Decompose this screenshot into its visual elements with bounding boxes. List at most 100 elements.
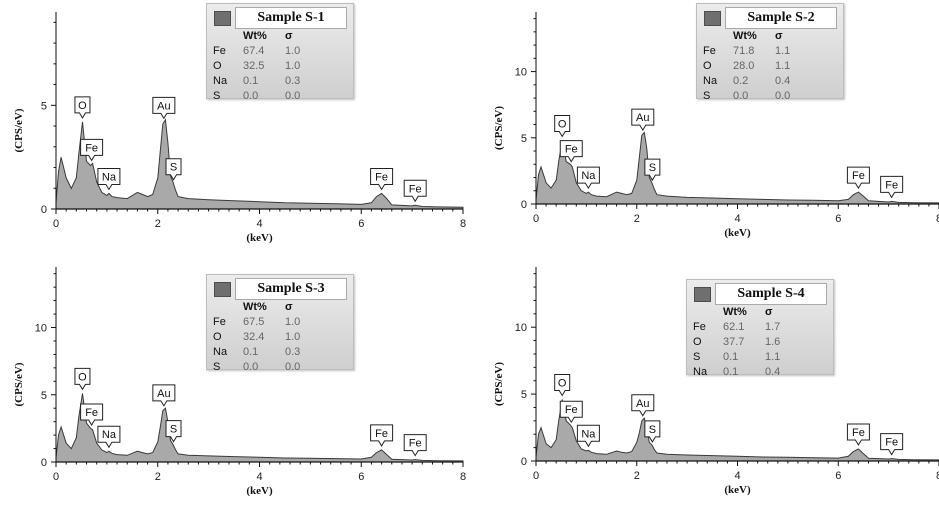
wt-cell: 32.4	[243, 331, 265, 343]
peak-label-fe: Fe	[370, 424, 394, 447]
peak-label-s: S	[644, 158, 661, 182]
composition-header-row: Wt% σ	[213, 29, 315, 44]
legend-swatch	[704, 11, 721, 26]
header-blank	[213, 29, 243, 44]
x-tick-label: 6	[835, 470, 841, 482]
composition-table: Wt% σ Fe 71.8 1.1 O 28.0 1.1 Na 0.2 0.4 S 0.0 0.0	[703, 29, 805, 104]
composition-row: Fe 71.8 1.1	[703, 44, 805, 59]
wt-cell: 37.7	[723, 336, 745, 348]
header-wt: Wt%	[723, 306, 747, 318]
y-axis-title: (CPS/eV)	[493, 106, 505, 150]
legend-swatch	[214, 282, 231, 297]
composition-header-row: Wt% σ	[703, 29, 805, 44]
sigma-cell: 0.0	[285, 361, 301, 373]
composition-legend: Sample S-2 Wt% σ Fe 71.8 1.1 O 28.0 1.1 Na 0.2 0.4 S…	[696, 3, 844, 102]
composition-header-row: Wt% σ	[693, 305, 795, 320]
y-axis-title: (CPS/eV)	[493, 362, 505, 406]
x-axis-title: (keV)	[724, 484, 751, 496]
peak-label-s: S	[165, 158, 182, 181]
svg-text:Au: Au	[157, 100, 170, 112]
svg-text:Fe: Fe	[885, 179, 898, 191]
svg-text:Au: Au	[157, 388, 170, 400]
x-tick-label: 2	[155, 218, 161, 230]
svg-text:S: S	[649, 424, 656, 436]
x-axis-title: (keV)	[724, 227, 751, 239]
sigma-cell: 1.6	[765, 336, 781, 348]
composition-row: Fe 67.5 1.0	[213, 315, 315, 330]
wt-cell: 67.4	[243, 45, 265, 57]
element-cell: Fe	[213, 316, 226, 328]
sigma-cell: 1.0	[285, 45, 301, 57]
svg-text:S: S	[170, 162, 177, 174]
svg-text:Na: Na	[102, 429, 117, 441]
sigma-cell: 1.0	[285, 316, 301, 328]
peak-label-au: Au	[631, 394, 655, 417]
element-cell: Na	[213, 75, 228, 87]
x-axis-title: (keV)	[246, 485, 273, 497]
element-cell: Na	[213, 346, 228, 358]
element-cell: O	[703, 60, 712, 72]
peak-label-o: O	[554, 114, 571, 138]
element-cell: S	[213, 90, 221, 102]
x-tick-label: 6	[358, 471, 364, 483]
composition-row: Na 0.1 0.4	[693, 365, 795, 380]
svg-text:Fe: Fe	[85, 142, 98, 154]
svg-text:Fe: Fe	[885, 437, 898, 449]
composition-row: Na 0.2 0.4	[703, 74, 805, 89]
peak-label-au: Au	[631, 108, 655, 132]
x-tick-label: 8	[460, 218, 466, 230]
wt-cell: 71.8	[733, 45, 755, 57]
x-tick-label: 6	[358, 218, 364, 230]
sigma-cell: 1.1	[775, 60, 791, 72]
x-tick-label: 8	[936, 213, 939, 225]
peak-label-s: S	[644, 420, 661, 443]
element-cell: Na	[703, 75, 718, 87]
composition-row: O 32.4 1.0	[213, 330, 315, 345]
header-wt: Wt%	[243, 301, 267, 313]
peak-label-fe: Fe	[880, 433, 904, 456]
sigma-cell: 1.1	[775, 45, 791, 57]
element-cell: Na	[693, 366, 708, 378]
wt-cell: 0.1	[243, 346, 259, 358]
composition-row: O 32.5 1.0	[213, 59, 315, 74]
svg-text:Fe: Fe	[85, 407, 98, 419]
wt-cell: 0.0	[733, 90, 749, 102]
element-cell: Fe	[693, 321, 706, 333]
composition-row: S 0.0 0.0	[703, 89, 805, 104]
sigma-cell: 0.3	[285, 75, 301, 87]
element-cell: Fe	[213, 45, 226, 57]
element-cell: O	[213, 331, 222, 343]
legend-sample-title: Sample S-4	[715, 283, 827, 305]
peak-label-fe: Fe	[846, 166, 870, 190]
wt-cell: 28.0	[733, 60, 755, 72]
y-tick-label: 10	[515, 322, 527, 334]
sigma-cell: 1.0	[285, 331, 301, 343]
peak-label-fe: Fe	[403, 434, 427, 457]
spectrum-panel-4: 024680510(keV)(CPS/eV)OFeNaAuSFeFeSample…	[470, 255, 939, 511]
x-tick-label: 8	[460, 471, 466, 483]
svg-text:Na: Na	[581, 170, 596, 182]
composition-row: Fe 62.1 1.7	[693, 320, 795, 335]
svg-text:Au: Au	[636, 398, 649, 410]
composition-legend: Sample S-1 Wt% σ Fe 67.4 1.0 O 32.5 1.0 Na 0.1 0.3 S…	[206, 3, 354, 102]
y-tick-label: 5	[521, 389, 527, 401]
composition-legend: Sample S-3 Wt% σ Fe 67.5 1.0 O 32.4 1.0 Na 0.1 0.3 S…	[206, 274, 354, 373]
sigma-cell: 0.0	[285, 90, 301, 102]
x-tick-label: 0	[53, 471, 59, 483]
peak-label-o: O	[74, 96, 91, 119]
y-tick-label: 0	[41, 457, 47, 469]
sigma-cell: 0.4	[775, 75, 791, 87]
sigma-cell: 0.0	[775, 90, 791, 102]
legend-sample-title: Sample S-2	[725, 7, 837, 29]
sigma-cell: 1.1	[765, 351, 781, 363]
peak-label-fe: Fe	[370, 167, 394, 191]
y-tick-label: 0	[521, 199, 527, 211]
composition-row: S 0.1 1.1	[693, 350, 795, 365]
peak-label-o: O	[74, 367, 91, 391]
peak-label-fe: Fe	[559, 140, 583, 163]
peak-label-na: Na	[97, 425, 121, 449]
header-blank	[703, 29, 733, 44]
wt-cell: 0.1	[243, 75, 259, 87]
svg-text:O: O	[558, 118, 567, 130]
y-tick-label: 5	[41, 390, 47, 402]
